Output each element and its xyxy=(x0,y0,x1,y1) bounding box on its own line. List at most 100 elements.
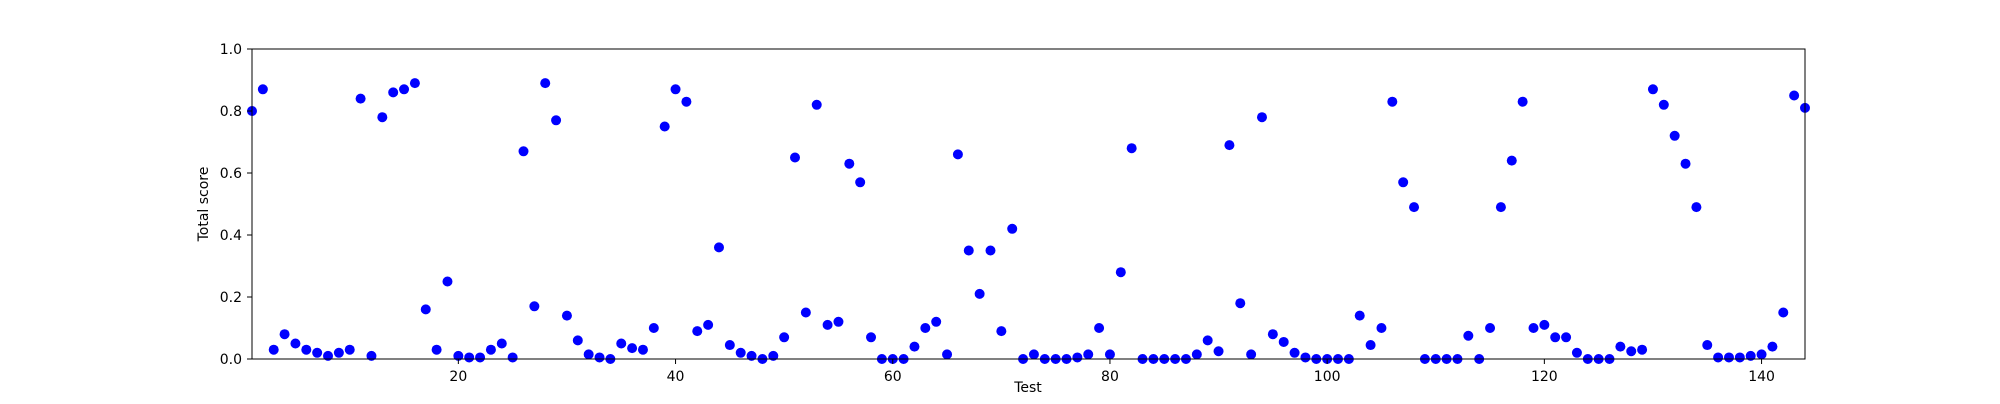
data-point xyxy=(507,352,518,363)
data-point xyxy=(746,350,757,361)
data-point xyxy=(1658,99,1669,110)
data-point xyxy=(1235,298,1246,309)
data-point xyxy=(409,78,420,89)
data-point xyxy=(420,304,431,315)
data-point xyxy=(1626,346,1637,357)
x-axis-ticks: 20 40 60 80 100 120 140 xyxy=(449,359,1775,385)
data-point xyxy=(1615,341,1626,352)
data-point xyxy=(1756,349,1767,360)
data-point xyxy=(692,326,703,337)
x-tick-label: 20 xyxy=(449,369,467,385)
data-point xyxy=(1354,310,1365,321)
data-point xyxy=(996,326,1007,337)
data-point xyxy=(713,242,724,253)
data-point xyxy=(594,352,605,363)
y-tick-label: 1.0 xyxy=(220,42,242,58)
data-point xyxy=(1115,267,1126,278)
data-point xyxy=(1072,352,1083,363)
data-point xyxy=(312,347,323,358)
data-point xyxy=(1289,347,1300,358)
data-point xyxy=(724,340,735,351)
data-point xyxy=(942,349,953,360)
data-point xyxy=(931,316,942,327)
data-point xyxy=(1713,352,1724,363)
data-point xyxy=(431,344,442,355)
data-point xyxy=(366,350,377,361)
data-point xyxy=(866,332,877,343)
plot-area xyxy=(247,78,1810,364)
data-point xyxy=(627,343,638,354)
data-point xyxy=(1485,323,1496,333)
data-point xyxy=(1789,90,1800,101)
data-point xyxy=(616,338,627,349)
data-point xyxy=(1365,340,1376,351)
data-point xyxy=(1539,319,1550,330)
data-point xyxy=(1398,177,1409,188)
data-point xyxy=(1778,307,1789,318)
data-point xyxy=(779,332,790,343)
data-point xyxy=(1528,323,1539,333)
data-point xyxy=(1463,330,1474,341)
data-point xyxy=(1723,352,1734,363)
data-point xyxy=(257,84,268,95)
data-point xyxy=(1702,340,1713,351)
data-point xyxy=(1637,344,1648,355)
y-axis-label: Total score xyxy=(196,167,212,243)
data-point xyxy=(648,323,659,333)
data-point xyxy=(561,310,572,321)
data-point xyxy=(583,349,594,360)
data-point xyxy=(1734,352,1745,363)
data-point xyxy=(790,152,801,163)
data-point xyxy=(464,352,475,363)
data-point xyxy=(670,84,681,95)
x-tick-label: 60 xyxy=(884,369,902,385)
x-tick-label: 120 xyxy=(1531,369,1558,385)
data-point xyxy=(1647,84,1658,95)
x-axis-label: Test xyxy=(1013,380,1042,396)
data-point xyxy=(518,146,529,157)
data-point xyxy=(1104,349,1115,360)
data-point xyxy=(1376,323,1387,333)
data-point xyxy=(1409,202,1420,213)
data-point xyxy=(355,93,366,104)
data-point xyxy=(475,352,486,363)
data-point xyxy=(703,319,714,330)
data-point xyxy=(268,344,279,355)
data-point xyxy=(388,87,399,98)
data-point xyxy=(1213,346,1224,357)
x-tick-label: 80 xyxy=(1101,369,1119,385)
data-point xyxy=(1267,329,1278,340)
data-point xyxy=(844,158,855,169)
data-point xyxy=(1387,96,1398,107)
data-point xyxy=(822,319,833,330)
data-point xyxy=(551,115,562,126)
y-tick-label: 0.6 xyxy=(220,166,242,182)
data-point xyxy=(1224,140,1235,151)
data-point xyxy=(963,245,974,256)
y-tick-label: 0.0 xyxy=(220,352,242,368)
data-point xyxy=(681,96,692,107)
y-axis-ticks: 0.0 0.2 0.4 0.6 0.8 1.0 xyxy=(220,42,252,368)
data-point xyxy=(453,350,464,361)
data-point xyxy=(344,344,355,355)
data-point xyxy=(540,78,551,89)
data-point xyxy=(1246,349,1257,360)
y-tick-label: 0.4 xyxy=(220,228,242,244)
data-point xyxy=(833,316,844,327)
data-point xyxy=(1561,332,1572,343)
data-point xyxy=(485,344,496,355)
data-point xyxy=(333,347,344,358)
data-point xyxy=(1007,223,1018,234)
data-point xyxy=(290,338,301,349)
data-point xyxy=(1126,143,1137,154)
data-point xyxy=(1191,349,1202,360)
data-point xyxy=(1691,202,1702,213)
data-point xyxy=(1745,350,1756,361)
data-point xyxy=(768,350,779,361)
data-point xyxy=(1669,130,1680,141)
data-point xyxy=(377,112,388,123)
data-point xyxy=(529,301,540,312)
data-point xyxy=(1256,112,1267,123)
data-point xyxy=(1278,336,1289,347)
